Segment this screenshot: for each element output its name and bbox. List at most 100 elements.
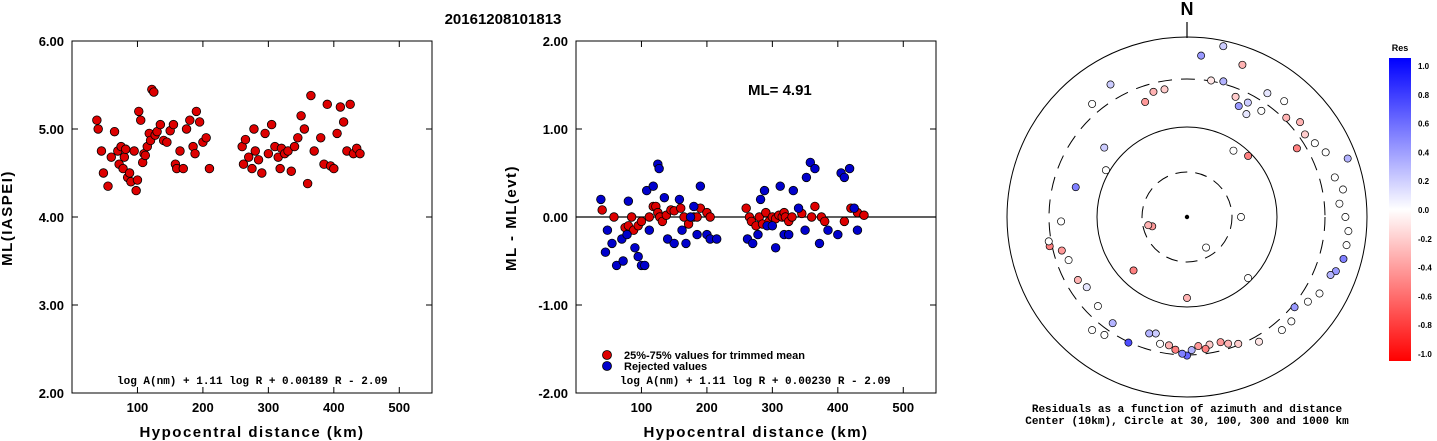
polar-point [1106,80,1115,89]
left-point-series0 [185,115,195,125]
left-point-series0 [190,148,200,159]
left-point-series0 [194,117,205,127]
left-point-series0 [124,168,135,178]
polar-point [1183,294,1191,302]
ml-annotation: ML= 4.91 [748,82,812,99]
left-point-series0 [289,141,300,152]
mid-point-series1 [801,172,812,183]
left-point-series0 [93,124,103,134]
mid-point-series1 [640,260,650,271]
left-point-series0 [118,163,128,174]
colorbar-tick-label: 0.4 [1418,148,1430,157]
polar-point [1064,256,1073,265]
polar-point [1124,338,1133,347]
middle-ylabel: ML - ML(evt) [503,165,520,271]
left-point-series0 [162,137,172,147]
middle-scatter-panel: -2.00 -1.00 0.00 1.00 2.00 100 200 300 400 500 M… [503,34,937,441]
mid-point-series1 [692,229,702,240]
middle-data-points [596,157,869,271]
mid-point-series0 [705,212,715,222]
polar-point [1144,221,1153,230]
left-point-series0 [260,128,270,139]
polar-point [1082,283,1091,292]
figure-title: 20161208101813 [445,11,562,28]
mid-point-series1 [600,247,611,257]
mid-ytick-label: 1.00 [543,122,568,137]
mid-point-series0 [597,205,607,215]
mid-xtick-label: 100 [631,400,653,415]
left-point-series0 [103,181,113,191]
mid-point-series0 [761,207,771,218]
polar-data-points [1044,42,1353,360]
polar-point [1071,183,1080,192]
mid-point-series1 [852,225,863,235]
colorbar-tick-label: -0.4 [1418,264,1432,273]
left-xtick-label: 200 [192,400,214,415]
mid-point-series1 [788,185,799,196]
left-point-series0 [96,146,107,156]
left-xtick-label: 300 [258,400,280,415]
left-point-series0 [131,185,141,196]
colorbar-tick-label: -0.8 [1418,321,1432,330]
mid-point-series1 [748,238,758,249]
polar-ring-100km [1096,126,1278,308]
left-point-series0 [249,124,259,134]
polar-point [1237,213,1245,221]
mid-point-series1 [770,243,781,253]
polar-point [1100,143,1109,152]
polar-point [1244,151,1253,160]
left-ytick-label: 4.00 [39,210,64,225]
middle-x-axis: 100 200 300 400 500 [631,41,914,415]
polar-residual-plot: N Residuals as a function of azimuth and… [1006,0,1368,428]
left-point-series0 [286,166,296,176]
mid-ytick-label: -2.00 [538,386,568,401]
mid-ytick-label: -1.00 [538,298,568,313]
left-y-axis: 2.00 3.00 4.00 5.00 6.00 [39,34,432,401]
mid-point-series1 [833,229,843,240]
mid-xtick-label: 200 [696,400,718,415]
middle-xlabel: Hypocentral distance (km) [643,424,868,441]
left-point-series0 [253,155,264,165]
mid-point-series1 [800,225,810,235]
left-point-series0 [345,99,355,110]
left-point-series0 [293,133,303,143]
left-ytick-label: 2.00 [39,386,64,401]
polar-caption-line1: Residuals as a function of azimuth and d… [1032,404,1343,416]
colorbar-tick-label: -1.0 [1418,350,1432,359]
mid-point-series0 [626,212,637,222]
polar-point [1044,237,1053,246]
colorbar-tick-label: 0.8 [1418,91,1430,100]
polar-point [1141,98,1150,106]
left-xlabel: Hypocentral distance (km) [139,424,364,441]
polar-point [1330,173,1339,182]
polar-point [1197,51,1206,60]
left-xtick-label: 100 [127,400,149,415]
mid-point-series1 [662,234,673,244]
left-point-series0 [140,150,151,161]
mid-point-series1 [712,234,722,244]
polar-caption-line2: Center (10km), Circle at 30, 100, 300 an… [1025,416,1349,428]
polar-point [1207,76,1216,85]
left-point-series0 [134,106,144,117]
colorbar-tick-label: 0.6 [1418,120,1430,129]
mid-point-series0 [636,216,647,227]
left-point-series0 [244,152,254,162]
mid-point-series1 [622,229,632,240]
polar-point [1178,349,1187,358]
left-point-series0 [132,175,143,185]
left-point-series0 [296,111,306,121]
mid-xtick-label: 400 [827,400,849,415]
mid-point-series1 [810,163,820,174]
polar-point [1280,97,1289,106]
left-point-series0 [316,133,326,143]
legend-red-label: 25%-75% values for trimmed mean [624,350,805,362]
polar-point [1255,337,1263,346]
polar-point [1216,338,1225,347]
left-data-points [92,84,365,196]
polar-point [1057,217,1066,226]
colorbar-tick-label: -0.6 [1418,292,1432,301]
left-point-series0 [335,102,346,112]
colorbar-ticks: 1.0 0.8 0.6 0.4 0.2 0.0 -0.2 -0.4 -0.6 -0.8 -1.0 [1418,62,1432,359]
mid-point-series1 [630,243,640,253]
left-point-series0 [120,144,131,154]
